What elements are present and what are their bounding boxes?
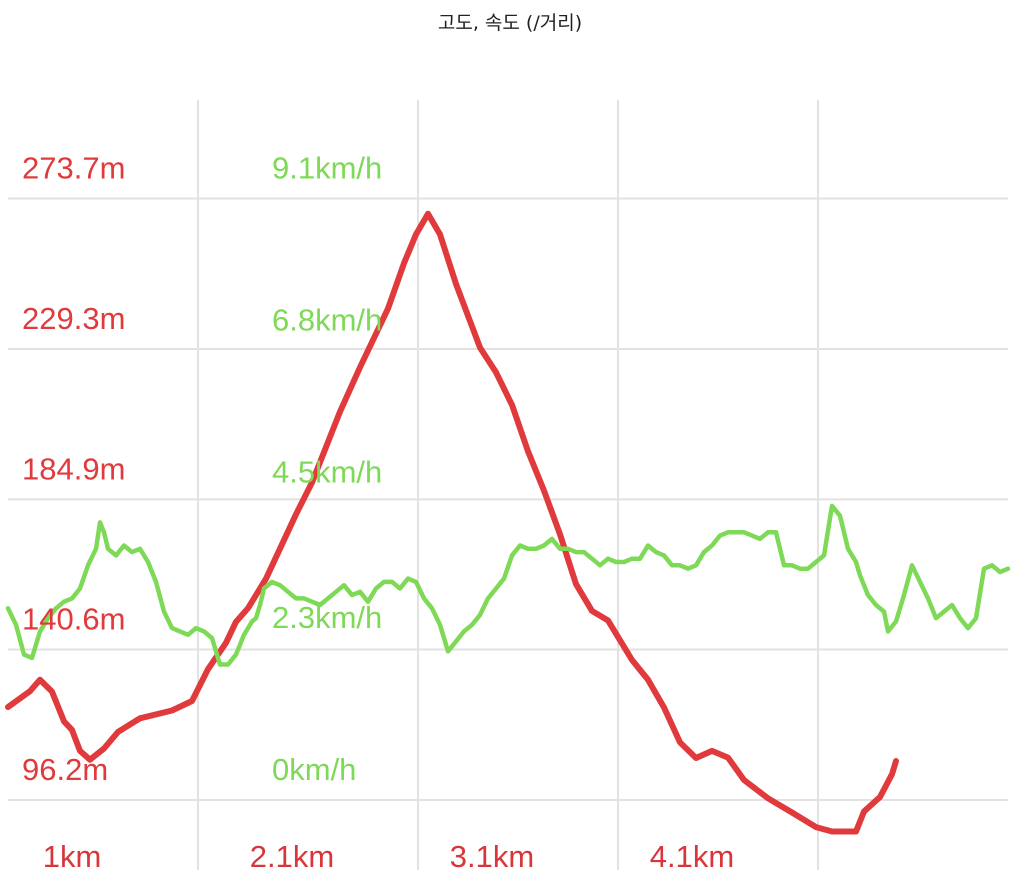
elevation-tick-label: 229.3m [22, 301, 125, 336]
x-tick-label: 3.1km [450, 839, 534, 872]
axis-labels: 96.2m 140.6m 184.9m 229.3m 273.7m 0km/h 2.3km/… [22, 151, 734, 872]
elevation-tick-label: 140.6m [22, 602, 125, 637]
series-lines [5, 210, 1011, 835]
x-tick-label: 1km [43, 839, 102, 872]
x-tick-label: 2.1km [250, 839, 334, 872]
elevation-tick-label: 184.9m [22, 451, 125, 486]
speed-tick-label: 9.1km/h [272, 151, 382, 186]
grid-lines [8, 100, 1008, 870]
speed-tick-label: 0km/h [272, 752, 356, 787]
x-tick-label: 4.1km [650, 839, 734, 872]
speed-tick-label: 6.8km/h [272, 303, 382, 338]
elevation-line [5, 210, 899, 835]
speed-line [5, 503, 1011, 667]
elevation-tick-label: 96.2m [22, 752, 108, 787]
speed-tick-label: 4.5km/h [272, 455, 382, 490]
chart-title: 고도, 속도 (/거리) [437, 12, 583, 34]
elevation-tick-label: 273.7m [22, 151, 125, 186]
speed-tick-label: 2.3km/h [272, 600, 382, 635]
